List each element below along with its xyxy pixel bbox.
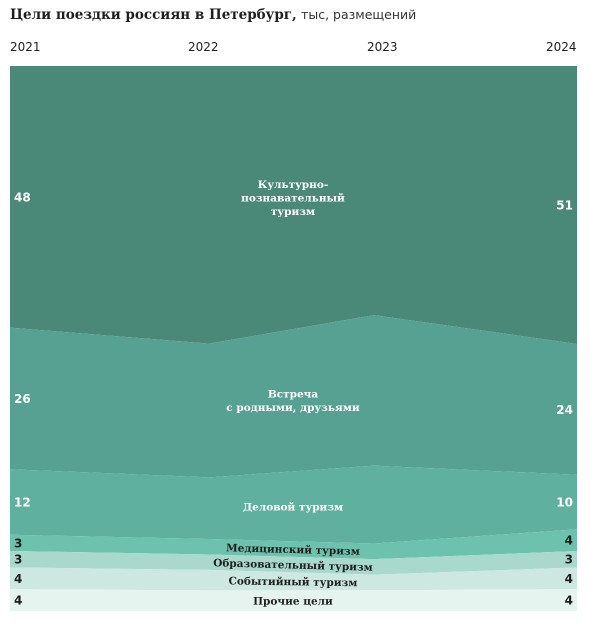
series-label-медицинский-туризм: Медицинский туризм [226, 542, 360, 558]
chart-title-unit: тыс, размещений [301, 7, 417, 22]
value-label-left-культурно-познавательный-туризм: 48 [14, 190, 31, 204]
value-label-right-медицинский-туризм: 4 [565, 534, 573, 548]
series-label-деловой-туризм-line-0: Деловой туризм [243, 501, 343, 513]
value-label-left-деловой-туризм: 12 [14, 496, 31, 510]
area-прочие-цели [10, 589, 577, 611]
area-медицинский-туризм [10, 529, 577, 560]
x-tick-label-2024: 2024 [546, 40, 577, 54]
area-событийный-туризм [10, 567, 577, 591]
area-культурно-познавательный-туризм [10, 66, 577, 344]
value-label-left-прочие-цели: 4 [14, 594, 22, 608]
area-деловой-туризм [10, 465, 577, 544]
chart-title: Цели поездки россиян в Петербург, тыс, р… [10, 7, 416, 23]
area-образовательный-туризм [10, 551, 577, 575]
value-label-left-встреча-с-родными-друзьями: 26 [14, 392, 31, 406]
x-tick-label-2023: 2023 [367, 40, 398, 54]
series-label-культурно-познавательный-туризм-line-1: познавательный [241, 193, 345, 205]
x-tick-label-2022: 2022 [188, 40, 219, 54]
series-label-образовательный-туризм: Образовательный туризм [213, 557, 373, 574]
series-label-культурно-познавательный-туризм-line-2: туризм [271, 206, 315, 218]
value-label-right-прочие-цели: 4 [565, 594, 573, 608]
value-label-right-событийный-туризм: 4 [565, 572, 573, 586]
area-встреча-с-родными-друзьями [10, 315, 577, 478]
value-label-left-образовательный-туризм: 3 [14, 553, 22, 567]
series-label-встреча-с-родными-друзьями-line-0: Встреча [268, 389, 318, 401]
value-label-left-событийный-туризм: 4 [14, 572, 22, 586]
series-label-встреча-с-родными-друзьями-line-1: с родными, друзьями [226, 402, 360, 414]
value-label-right-встреча-с-родными-друзьями: 24 [556, 403, 573, 417]
value-label-right-деловой-туризм: 10 [556, 496, 573, 510]
value-label-right-образовательный-туризм: 3 [565, 553, 573, 567]
value-label-left-медицинский-туризм: 3 [14, 536, 22, 550]
series-label-культурно-познавательный-туризм-line-0: Культурно- [258, 179, 328, 191]
series-label-событийный-туризм: Событийный туризм [229, 575, 358, 589]
chart-title-main: Цели поездки россиян в Петербург, [10, 7, 297, 23]
x-tick-label-2021: 2021 [10, 40, 41, 54]
series-label-прочие-цели: Прочие цели [253, 596, 333, 608]
value-label-right-культурно-познавательный-туризм: 51 [556, 198, 573, 212]
